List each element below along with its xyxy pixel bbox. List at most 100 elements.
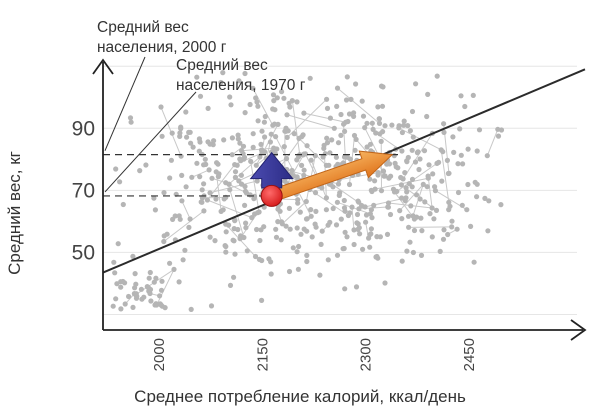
data-point [215, 161, 221, 167]
data-point [126, 293, 132, 300]
data-point [360, 246, 366, 252]
data-point [220, 70, 226, 76]
x-axis-arrowhead [570, 319, 587, 341]
data-point [354, 211, 361, 218]
data-point [449, 218, 455, 224]
data-point [205, 105, 211, 111]
data-point [373, 130, 379, 136]
data-point [207, 190, 213, 196]
data-point [159, 133, 165, 139]
data-point [325, 257, 331, 263]
x-tick-label: 2300 [358, 338, 375, 371]
data-point [279, 219, 285, 225]
data-point [176, 279, 182, 285]
data-point [255, 210, 261, 216]
data-point [289, 167, 295, 174]
data-point [410, 134, 416, 140]
data-point [218, 79, 224, 86]
data-point [409, 147, 415, 153]
data-point [425, 91, 431, 97]
data-point [455, 161, 461, 167]
data-point [295, 266, 301, 272]
data-point [188, 306, 194, 312]
data-point [194, 74, 200, 80]
data-point [250, 144, 256, 150]
data-point [431, 216, 437, 222]
data-point [304, 143, 310, 149]
data-point [344, 234, 350, 240]
data-point [241, 154, 248, 160]
data-point [268, 271, 274, 277]
data-point [440, 236, 447, 242]
data-point [130, 304, 136, 310]
data-point [237, 140, 243, 146]
data-point [375, 104, 381, 110]
data-point [474, 194, 480, 200]
data-point [212, 238, 218, 244]
data-point [364, 144, 370, 150]
data-point [151, 195, 157, 201]
data-point [183, 109, 189, 115]
data-point [397, 208, 403, 214]
connector-line [163, 210, 205, 242]
data-point [401, 118, 407, 124]
data-point [304, 252, 310, 258]
data-point [371, 202, 377, 208]
data-point [232, 174, 238, 180]
data-point [406, 181, 412, 187]
data-point [324, 105, 331, 111]
data-point [133, 281, 139, 287]
data-point [370, 126, 376, 132]
data-point [415, 149, 421, 155]
data-point [153, 301, 159, 307]
data-point [333, 222, 340, 228]
data-point [460, 161, 466, 167]
data-point [287, 226, 293, 232]
annotation-text: населения, 1970 г [176, 77, 306, 94]
data-point [229, 135, 235, 141]
data-point [331, 125, 337, 131]
data-point [176, 213, 182, 219]
data-point [299, 134, 305, 140]
data-point [290, 245, 296, 251]
data-point [301, 172, 307, 178]
data-point [406, 224, 412, 230]
data-point [457, 126, 463, 132]
data-point [223, 243, 229, 250]
data-point [338, 111, 344, 118]
leader-line [104, 91, 197, 193]
data-point [178, 126, 184, 132]
data-point [141, 294, 147, 300]
data-point [304, 258, 310, 265]
connector-line [291, 100, 301, 155]
connector-line [241, 147, 274, 152]
data-point [273, 234, 280, 240]
data-point [408, 203, 414, 209]
data-point [417, 156, 423, 162]
data-point [247, 101, 253, 108]
data-point [321, 142, 327, 148]
data-point [393, 164, 399, 170]
data-point [242, 202, 248, 208]
data-point [356, 206, 362, 212]
connector-line [207, 199, 252, 219]
data-point [455, 189, 462, 196]
data-point [232, 169, 239, 175]
data-point [420, 181, 426, 187]
data-point [326, 162, 332, 168]
data-point [133, 291, 139, 297]
data-point [231, 274, 237, 280]
data-point [351, 110, 357, 116]
data-point [179, 198, 185, 204]
data-point [261, 224, 267, 230]
data-point [324, 96, 330, 102]
data-point [299, 162, 305, 168]
data-point [294, 225, 300, 231]
connector-line [252, 88, 274, 126]
data-point [255, 118, 261, 124]
data-point [464, 207, 470, 213]
data-point [367, 211, 373, 217]
data-point [117, 179, 123, 185]
data-point [221, 196, 227, 202]
data-point [472, 179, 478, 185]
